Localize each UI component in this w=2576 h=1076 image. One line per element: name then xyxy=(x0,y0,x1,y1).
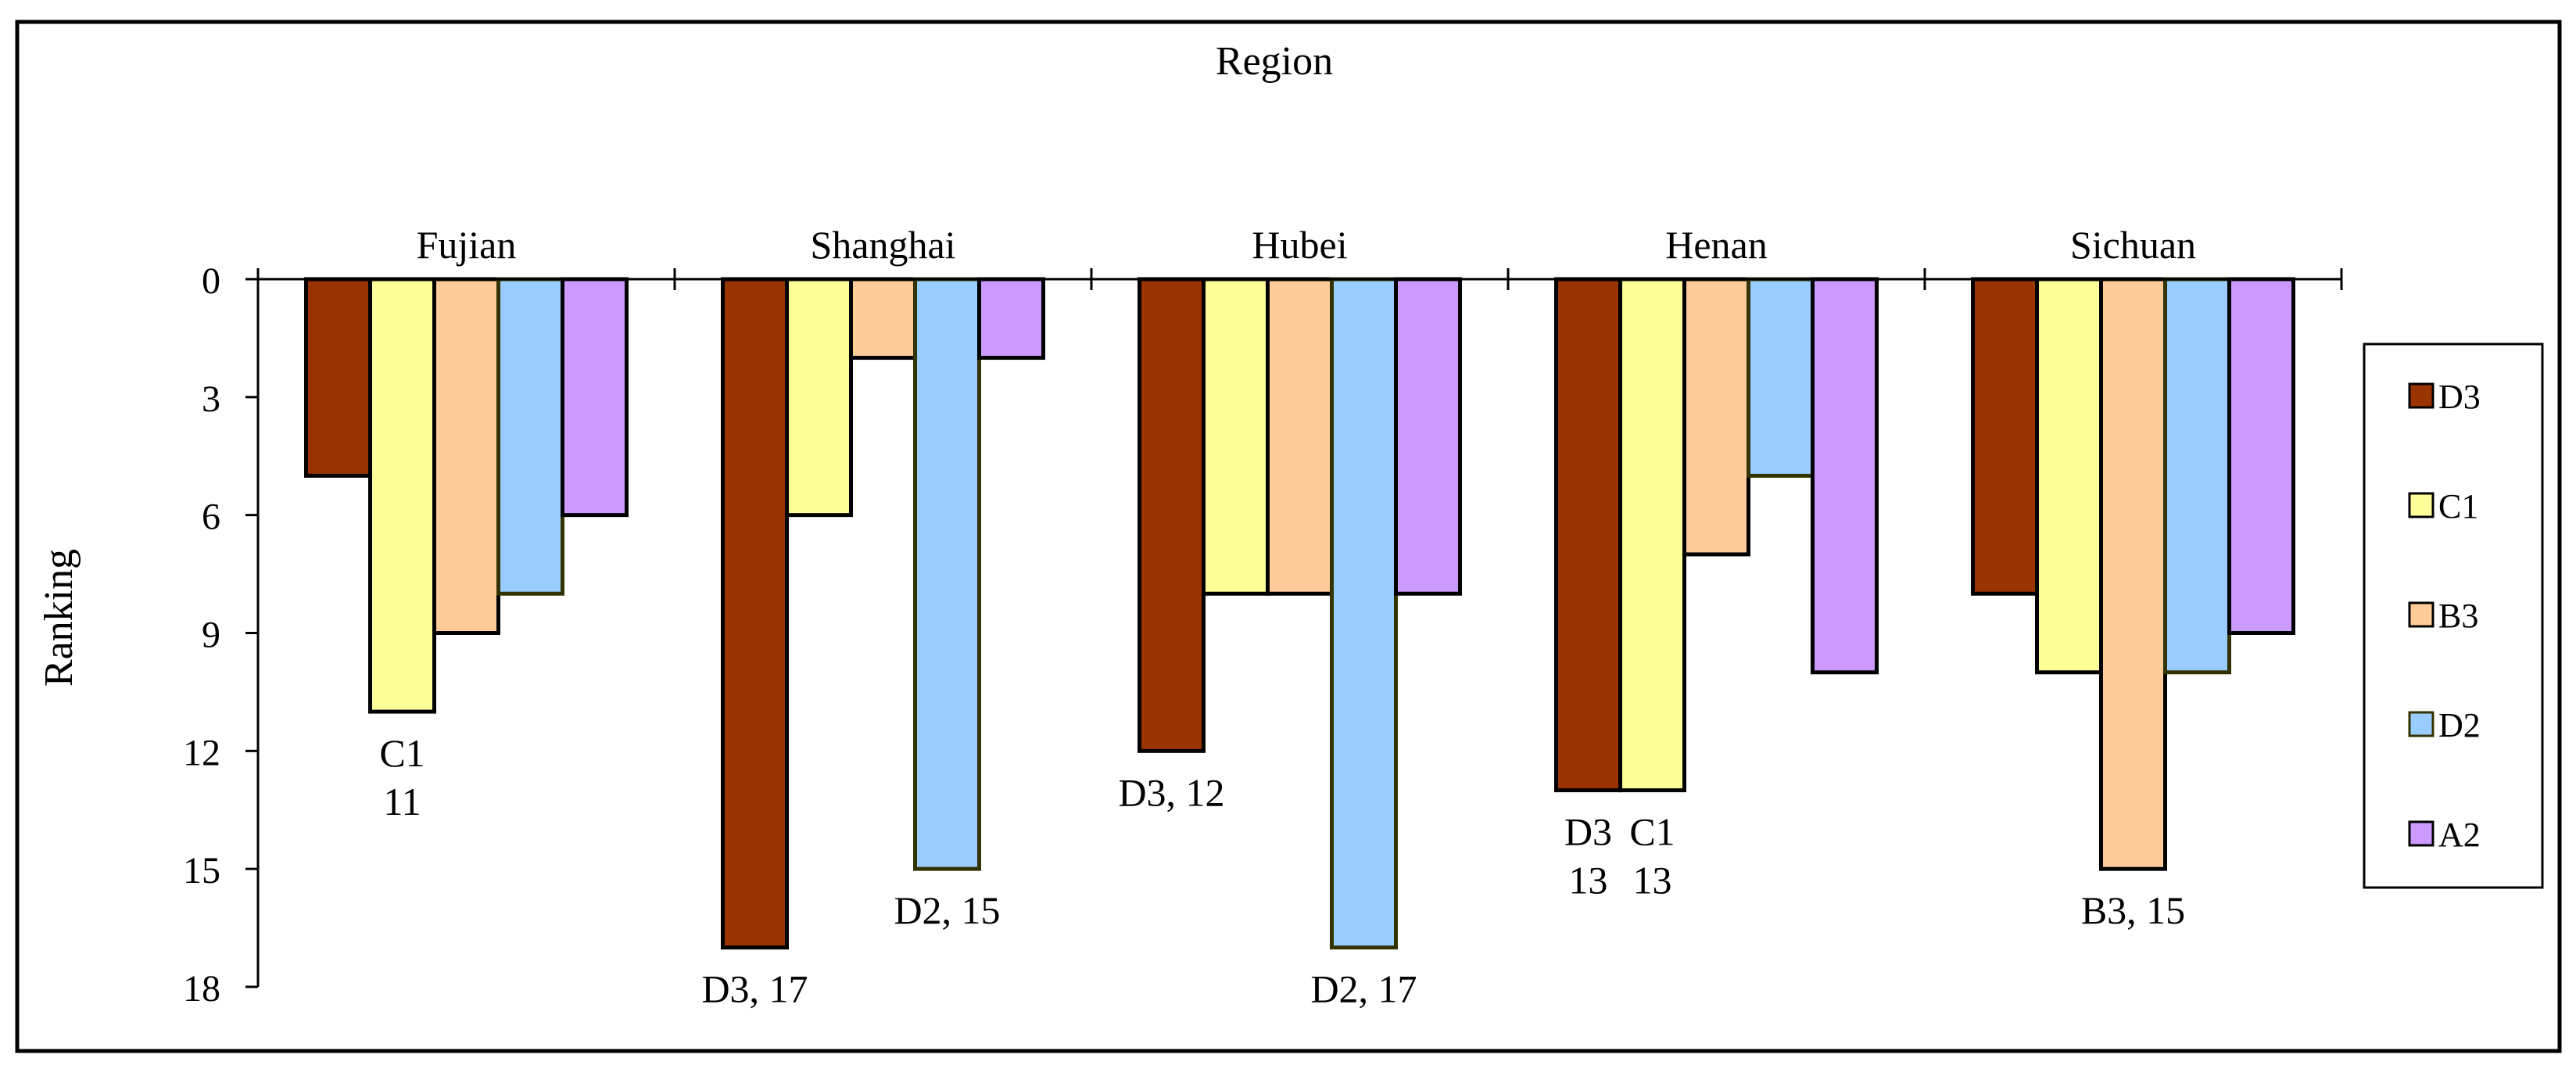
bar-henan-d3 xyxy=(1554,277,1622,793)
data-label-hubei-d2: D2, 17 xyxy=(1310,967,1417,1011)
bar-hubei-a2 xyxy=(1394,277,1462,596)
data-label-line: 13 xyxy=(1633,859,1672,902)
bar-hubei-d2 xyxy=(1330,277,1398,950)
data-label-line: D3, 17 xyxy=(701,967,808,1011)
legend: D3 C1 B3 D2 A2 xyxy=(2363,343,2544,889)
bar-hubei-c1 xyxy=(1202,277,1270,596)
bar-sichuan-a2 xyxy=(2227,277,2295,635)
y-axis-label: Ranking xyxy=(37,549,81,687)
axes-layer: 0 3 6 9 12 15 18 xyxy=(183,260,2343,1010)
bar-sichuan-d3 xyxy=(1971,277,2039,596)
bar-fujian-d2 xyxy=(496,277,564,596)
y-tick-label: 3 xyxy=(202,378,220,420)
category-label-shanghai: Shanghai xyxy=(810,223,955,267)
legend-label-d3: D3 xyxy=(2438,378,2481,416)
data-label-line: 11 xyxy=(383,780,421,823)
category-label-sichuan: Sichuan xyxy=(2070,223,2196,267)
bar-henan-b3 xyxy=(1682,277,1750,557)
bar-hubei-b3 xyxy=(1266,277,1334,596)
bar-sichuan-c1 xyxy=(2035,277,2103,675)
category-label-fujian: Fujian xyxy=(417,223,517,267)
data-label-line: 13 xyxy=(1569,859,1608,902)
bar-shanghai-c1 xyxy=(785,277,853,518)
legend-swatch-a2 xyxy=(2408,820,2434,847)
bar-shanghai-d2 xyxy=(913,277,981,871)
y-tick-label: 0 xyxy=(202,260,220,302)
legend-swatch-d3 xyxy=(2408,382,2434,409)
legend-box xyxy=(2363,343,2544,889)
bar-sichuan-b3 xyxy=(2099,277,2167,871)
data-label-line: D2, 15 xyxy=(894,888,1000,932)
y-tick-label: 12 xyxy=(183,732,220,773)
legend-label-c1: C1 xyxy=(2438,487,2478,525)
data-label-line: C1 xyxy=(379,731,425,775)
legend-swatch-b3 xyxy=(2408,601,2434,628)
data-label-sichuan-b3: B3, 15 xyxy=(2081,888,2185,932)
bar-shanghai-b3 xyxy=(849,277,917,360)
data-label-line: C1 xyxy=(1629,810,1675,854)
data-label-hubei-d3: D3, 12 xyxy=(1118,770,1224,814)
bar-henan-c1 xyxy=(1618,277,1686,793)
category-label-hubei: Hubei xyxy=(1252,223,1347,267)
legend-swatch-d2 xyxy=(2408,711,2434,737)
bar-sichuan-d2 xyxy=(2163,277,2231,675)
data-label-line: D2, 17 xyxy=(1310,967,1417,1011)
data-label-line: D3 xyxy=(1564,810,1612,854)
bar-fujian-b3 xyxy=(432,277,500,635)
y-tick-label: 18 xyxy=(183,968,220,1010)
y-tick-label: 6 xyxy=(202,497,220,538)
bar-fujian-d3 xyxy=(304,277,372,478)
y-tick-label: 15 xyxy=(183,850,220,891)
data-label-shanghai-d2: D2, 15 xyxy=(894,888,1000,932)
data-label-line: B3, 15 xyxy=(2081,888,2185,932)
bar-shanghai-a2 xyxy=(977,277,1045,360)
data-label-henan-c1: C1 13 xyxy=(1629,810,1675,902)
data-label-henan-d3: D3 13 xyxy=(1564,810,1612,902)
legend-label-b3: B3 xyxy=(2438,597,2478,635)
bar-henan-d2 xyxy=(1747,277,1815,478)
y-tick-label: 9 xyxy=(202,615,220,656)
category-label-henan: Henan xyxy=(1665,223,1768,267)
legend-label-a2: A2 xyxy=(2438,816,2481,854)
bar-henan-a2 xyxy=(1811,277,1879,675)
legend-swatch-c1 xyxy=(2408,492,2434,518)
data-label-shanghai-d3: D3, 17 xyxy=(701,967,808,1011)
bar-hubei-d3 xyxy=(1138,277,1206,753)
chart-title: Region xyxy=(1216,39,1333,84)
legend-label-d2: D2 xyxy=(2438,706,2481,744)
bar-fujian-a2 xyxy=(561,277,629,518)
data-label-line: D3, 12 xyxy=(1118,770,1224,814)
bar-shanghai-d3 xyxy=(721,277,789,950)
bar-fujian-c1 xyxy=(368,277,436,714)
data-label-fujian-c1: C1 11 xyxy=(379,731,425,823)
